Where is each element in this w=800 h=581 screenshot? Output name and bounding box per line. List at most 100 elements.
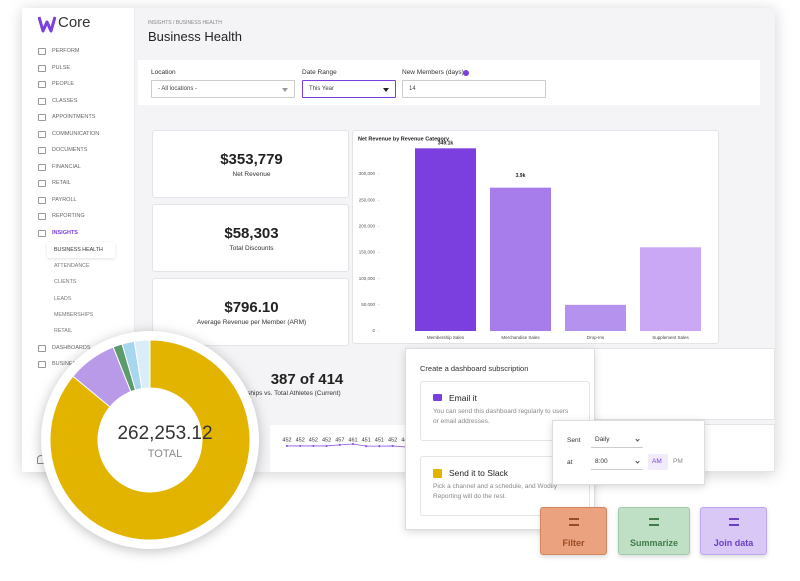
nav-item[interactable]: CLASSES — [52, 97, 78, 104]
kpi-label: Total Discounts — [229, 245, 274, 252]
kpi-label: Net Revenue — [232, 171, 271, 178]
logo-icon — [37, 15, 57, 33]
button-icon — [728, 518, 739, 526]
nav-item[interactable]: FINANCIAL — [52, 163, 81, 170]
select-value: Daily — [595, 436, 610, 443]
nav-item[interactable]: DASHBOARDS — [52, 345, 91, 351]
button-icon — [649, 518, 659, 526]
kpi-value: 387 of 414 — [270, 371, 344, 388]
option-card[interactable]: Send it to Slack Pick a channel and a sch… — [420, 456, 590, 516]
nav-item[interactable]: BUSINESS — [52, 361, 80, 367]
nav-icon — [38, 180, 46, 187]
nav-item[interactable]: PAYROLL — [52, 196, 77, 203]
nav-item[interactable]: COMMUNICATION — [52, 130, 100, 137]
label: Sent — [567, 437, 581, 444]
nav-icon — [38, 97, 46, 105]
kpi-value: $796.10 — [224, 299, 279, 316]
nav-subitem[interactable]: ATTENDANCE — [54, 263, 90, 270]
am-text: AM — [652, 458, 662, 465]
option-title: Send it to Slack — [449, 468, 509, 478]
nav-icon — [38, 196, 46, 204]
am-button[interactable]: AM — [648, 454, 668, 470]
nav-subitem[interactable]: CLIENTS — [54, 279, 77, 286]
nav-subitem[interactable]: BUSINESS HEALTH — [54, 247, 103, 253]
kpi-value: $353,779 — [220, 151, 283, 168]
filter-value: This Year — [309, 86, 335, 92]
chart-card — [352, 130, 719, 344]
button-label: Summarize — [629, 538, 679, 548]
logo-glyph — [37, 16, 57, 33]
kpi-card: $796.10 Average Revenue per Member (ARM) — [152, 278, 349, 346]
filter-label: Location — [151, 69, 176, 76]
dropdown-arrow — [383, 88, 389, 92]
kpi-value: $58,303 — [224, 225, 279, 242]
nav-icon — [38, 48, 46, 55]
kpi-card: $58,303 Total Discounts — [152, 204, 349, 272]
select[interactable]: Daily — [591, 432, 643, 448]
popup-title: Create a dashboard subscription — [420, 364, 529, 373]
dropdown-arrow — [635, 459, 640, 464]
kpi-card: $353,779 Net Revenue — [152, 130, 349, 198]
panel — [590, 348, 775, 420]
logo-text: Core — [58, 14, 91, 31]
filter-input[interactable]: This Year — [302, 80, 396, 98]
nav-subitem[interactable]: LEADS — [54, 295, 72, 302]
nav-item[interactable]: RETAIL — [52, 180, 71, 186]
nav-icon — [38, 114, 46, 121]
nav-subitem[interactable]: MEMBERSHIPS — [54, 311, 94, 318]
nav-icon — [38, 345, 46, 352]
nav-icon — [38, 163, 46, 171]
app-window: Core PERFORM PULSE PEOPLE CLASSES APPOINTMENT… — [22, 8, 775, 472]
nav-item[interactable]: PULSE — [52, 64, 71, 71]
filter-label: Date Range — [302, 69, 337, 76]
nav-icon — [38, 213, 46, 220]
filter-label: New Members (days) — [402, 69, 464, 76]
nav-icon — [38, 130, 46, 138]
option-icon — [433, 394, 442, 401]
select[interactable]: 8:00 — [591, 454, 643, 470]
filter-input[interactable]: - All locations - — [151, 80, 295, 98]
filter-value: - All locations - — [158, 86, 198, 92]
option-title: Email it — [449, 393, 477, 403]
action-button[interactable]: Join data — [700, 507, 767, 555]
nav-icon — [38, 64, 46, 72]
button-label: Join data — [713, 538, 754, 548]
label: at — [567, 459, 573, 466]
nav-subitem[interactable]: RETAIL — [54, 328, 73, 334]
subscription-popup: Create a dashboard subscription Email it Y… — [405, 348, 595, 530]
select-value: 8:00 — [595, 458, 608, 465]
kpi-label: Average Revenue per Member (ARM) — [196, 319, 307, 326]
nav-item[interactable]: INSIGHTS — [52, 229, 78, 236]
nav-item[interactable]: APPOINTMENTS — [52, 114, 96, 120]
nav-item[interactable]: REPORTING — [52, 213, 85, 219]
pm-button[interactable]: PM — [673, 458, 683, 465]
nav-item[interactable]: DOCUMENTS — [52, 147, 88, 153]
kpi-label: Memberships vs. Total Athletes (Current) — [223, 390, 341, 397]
breadcrumb: INSIGHTS / BUSINESS HEALTH — [148, 20, 222, 26]
nav-icon — [38, 229, 46, 237]
option-icon — [433, 469, 442, 478]
info-icon — [463, 70, 469, 76]
nav-icon — [38, 361, 46, 368]
option-text: You can send this dashboard regularly to… — [433, 408, 569, 425]
dropdown-arrow — [282, 88, 288, 92]
user-icon — [37, 455, 45, 464]
sidebar — [22, 8, 135, 472]
nav-icon — [38, 81, 46, 88]
nav-item[interactable]: PEOPLE — [52, 81, 75, 87]
action-button[interactable]: Summarize — [618, 507, 690, 555]
button-icon — [568, 518, 579, 526]
button-label: Filter — [562, 538, 585, 548]
schedule-popup: Sent Daily at 8:00 AM PM — [552, 420, 705, 485]
dropdown-arrow — [635, 437, 640, 442]
option-text: Pick a channel and a schedule, and Wodif… — [433, 483, 558, 500]
page-title: Business Health — [148, 29, 242, 44]
filter-input[interactable]: 14 — [402, 80, 546, 98]
panel — [270, 425, 410, 472]
filter-value: 14 — [409, 86, 416, 92]
kpi-card: 387 of 414 Memberships vs. Total Athletes… — [152, 350, 349, 420]
nav-selected — [47, 242, 115, 258]
action-button[interactable]: Filter — [540, 507, 607, 555]
nav-item[interactable]: PERFORM — [52, 48, 80, 54]
